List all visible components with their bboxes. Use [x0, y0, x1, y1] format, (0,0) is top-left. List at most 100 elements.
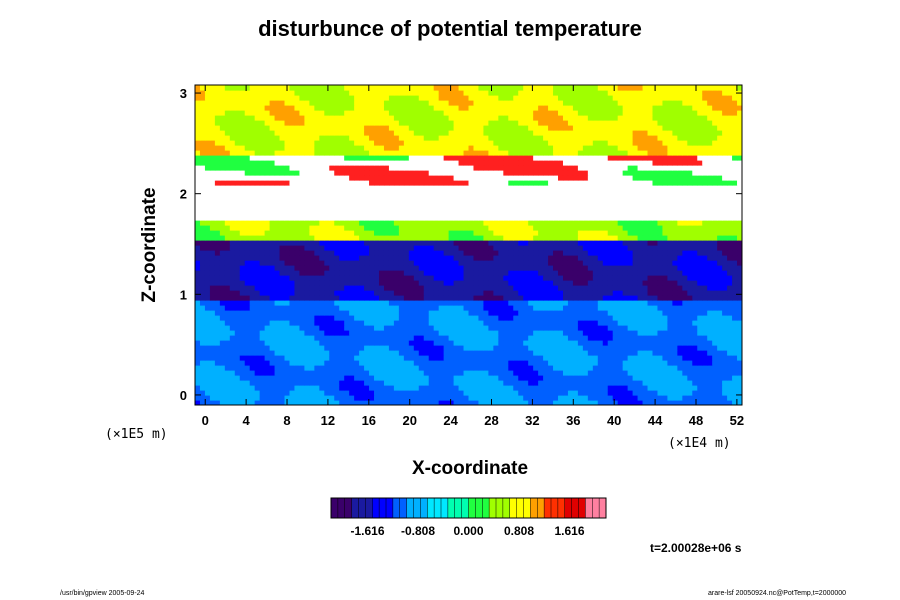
field-cell [344, 255, 350, 261]
field-cell [284, 310, 291, 316]
field-cell [274, 375, 281, 381]
field-cell [294, 180, 301, 186]
field-cell [438, 390, 445, 396]
field-cell [607, 365, 614, 371]
field-cell [548, 370, 554, 376]
field-cell [369, 325, 375, 331]
field-cell [309, 210, 315, 216]
field-cell [279, 290, 286, 296]
field-cell [498, 295, 504, 301]
field-cell [214, 255, 221, 261]
field-cell [204, 320, 211, 326]
field-cell [294, 350, 301, 356]
field-cell [662, 235, 669, 241]
field-cell [528, 390, 534, 396]
field-cell [294, 340, 301, 346]
field-cell [582, 190, 589, 196]
field-cell [572, 300, 579, 306]
field-cell [508, 400, 514, 405]
field-cell [697, 250, 703, 256]
field-cell [388, 365, 395, 371]
field-cell [269, 340, 276, 346]
field-cell [349, 320, 355, 326]
field-cell [582, 185, 589, 191]
field-cell [712, 230, 718, 236]
field-cell [234, 300, 241, 306]
field-cell [587, 380, 594, 386]
field-cell [528, 315, 534, 321]
field-cell [473, 335, 480, 341]
field-cell [627, 225, 634, 231]
field-cell [652, 315, 659, 321]
field-cell [274, 225, 281, 231]
field-cell [279, 195, 286, 201]
field-cell [652, 230, 659, 236]
field-cell [199, 395, 206, 401]
field-cell [204, 270, 211, 276]
field-cell [528, 355, 534, 361]
field-cell [677, 190, 683, 196]
field-cell [647, 255, 654, 261]
field-cell [483, 210, 489, 216]
field-cell [329, 315, 335, 321]
field-cell [548, 300, 554, 306]
field-cell [413, 390, 420, 396]
field-cell [254, 285, 261, 291]
field-cell [314, 250, 320, 256]
field-cell [378, 350, 385, 356]
field-cell [329, 185, 335, 191]
field-cell [393, 240, 400, 246]
field-cell [289, 325, 296, 331]
field-cell [279, 385, 286, 391]
field-cell [652, 395, 659, 401]
field-cell [592, 285, 599, 291]
field-cell [572, 275, 579, 281]
field-cell [647, 290, 654, 296]
field-cell [463, 275, 470, 281]
field-cell [562, 330, 569, 336]
field-cell [234, 195, 241, 201]
field-cell [344, 280, 350, 286]
field-cell [582, 225, 589, 231]
field-cell [712, 290, 718, 296]
field-cell [463, 335, 470, 341]
field-cell [388, 335, 395, 341]
field-cell [229, 265, 236, 271]
field-cell [274, 400, 281, 405]
field-cell [587, 250, 594, 256]
field-cell [637, 365, 644, 371]
field-cell [582, 315, 589, 321]
field-cell [677, 370, 683, 376]
field-cell [672, 325, 678, 331]
field-cell [508, 335, 514, 341]
field-cell [473, 340, 480, 346]
field-cell [692, 270, 698, 276]
field-cell [533, 255, 539, 261]
field-cell [533, 320, 539, 326]
field-cell [204, 315, 211, 321]
field-cell [214, 370, 221, 376]
field-cell [199, 315, 206, 321]
field-cell [369, 235, 375, 241]
field-cell [577, 260, 584, 266]
field-cell [652, 330, 659, 336]
field-cell [244, 350, 251, 356]
field-cell [712, 185, 718, 191]
field-cell [199, 300, 206, 306]
field-cell [488, 245, 494, 251]
field-cell [374, 370, 380, 376]
field-cell [518, 340, 524, 346]
field-cell [214, 310, 221, 316]
field-cell [408, 275, 415, 281]
field-cell [314, 335, 320, 341]
field-cell [582, 305, 589, 311]
field-cell [413, 350, 420, 356]
field-cell [687, 360, 693, 366]
field-cell [463, 360, 470, 366]
field-cell [647, 355, 654, 361]
field-cell [528, 195, 534, 201]
field-cell [582, 290, 589, 296]
field-cell [249, 265, 256, 271]
field-cell [657, 360, 664, 366]
field-cell [453, 275, 460, 281]
